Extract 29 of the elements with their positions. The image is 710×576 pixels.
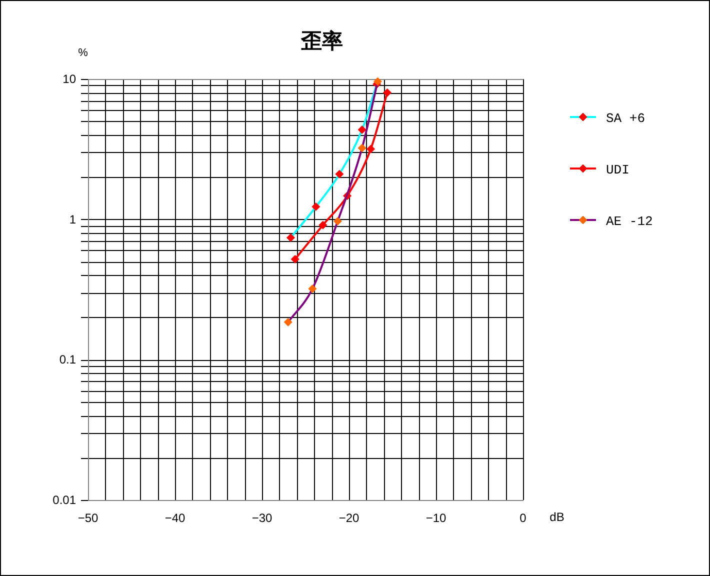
point [284, 318, 292, 326]
x-tick-label: −40 [164, 511, 186, 525]
point [373, 77, 382, 86]
point [383, 88, 392, 97]
y-axis-title: % [78, 47, 88, 59]
y-tick-label: 0.01 [52, 493, 76, 507]
x-tick-label: −30 [252, 511, 272, 525]
point [366, 144, 375, 154]
x-axis-title: dB [550, 510, 564, 524]
x-tick-label: −10 [426, 511, 446, 525]
x-tick-label: 0 [520, 511, 527, 525]
point [335, 170, 344, 178]
y-tick-label: 1 [69, 212, 76, 226]
point [318, 220, 328, 230]
point [308, 284, 317, 294]
point [286, 233, 295, 242]
chart-title: 歪率 [300, 29, 343, 53]
y-tick-label: 0.1 [59, 352, 76, 367]
point [358, 125, 366, 134]
x-tick-label: −50 [78, 511, 98, 525]
x-tick-label: −20 [338, 511, 360, 525]
point [312, 202, 320, 211]
legend-label: SA +6 [606, 111, 646, 126]
legend-label: UDI [606, 162, 630, 178]
y-tick-label: 10 [62, 72, 76, 86]
point [358, 144, 366, 152]
point [290, 254, 300, 264]
point [333, 216, 342, 226]
legend-label: AE -12 [606, 214, 653, 229]
